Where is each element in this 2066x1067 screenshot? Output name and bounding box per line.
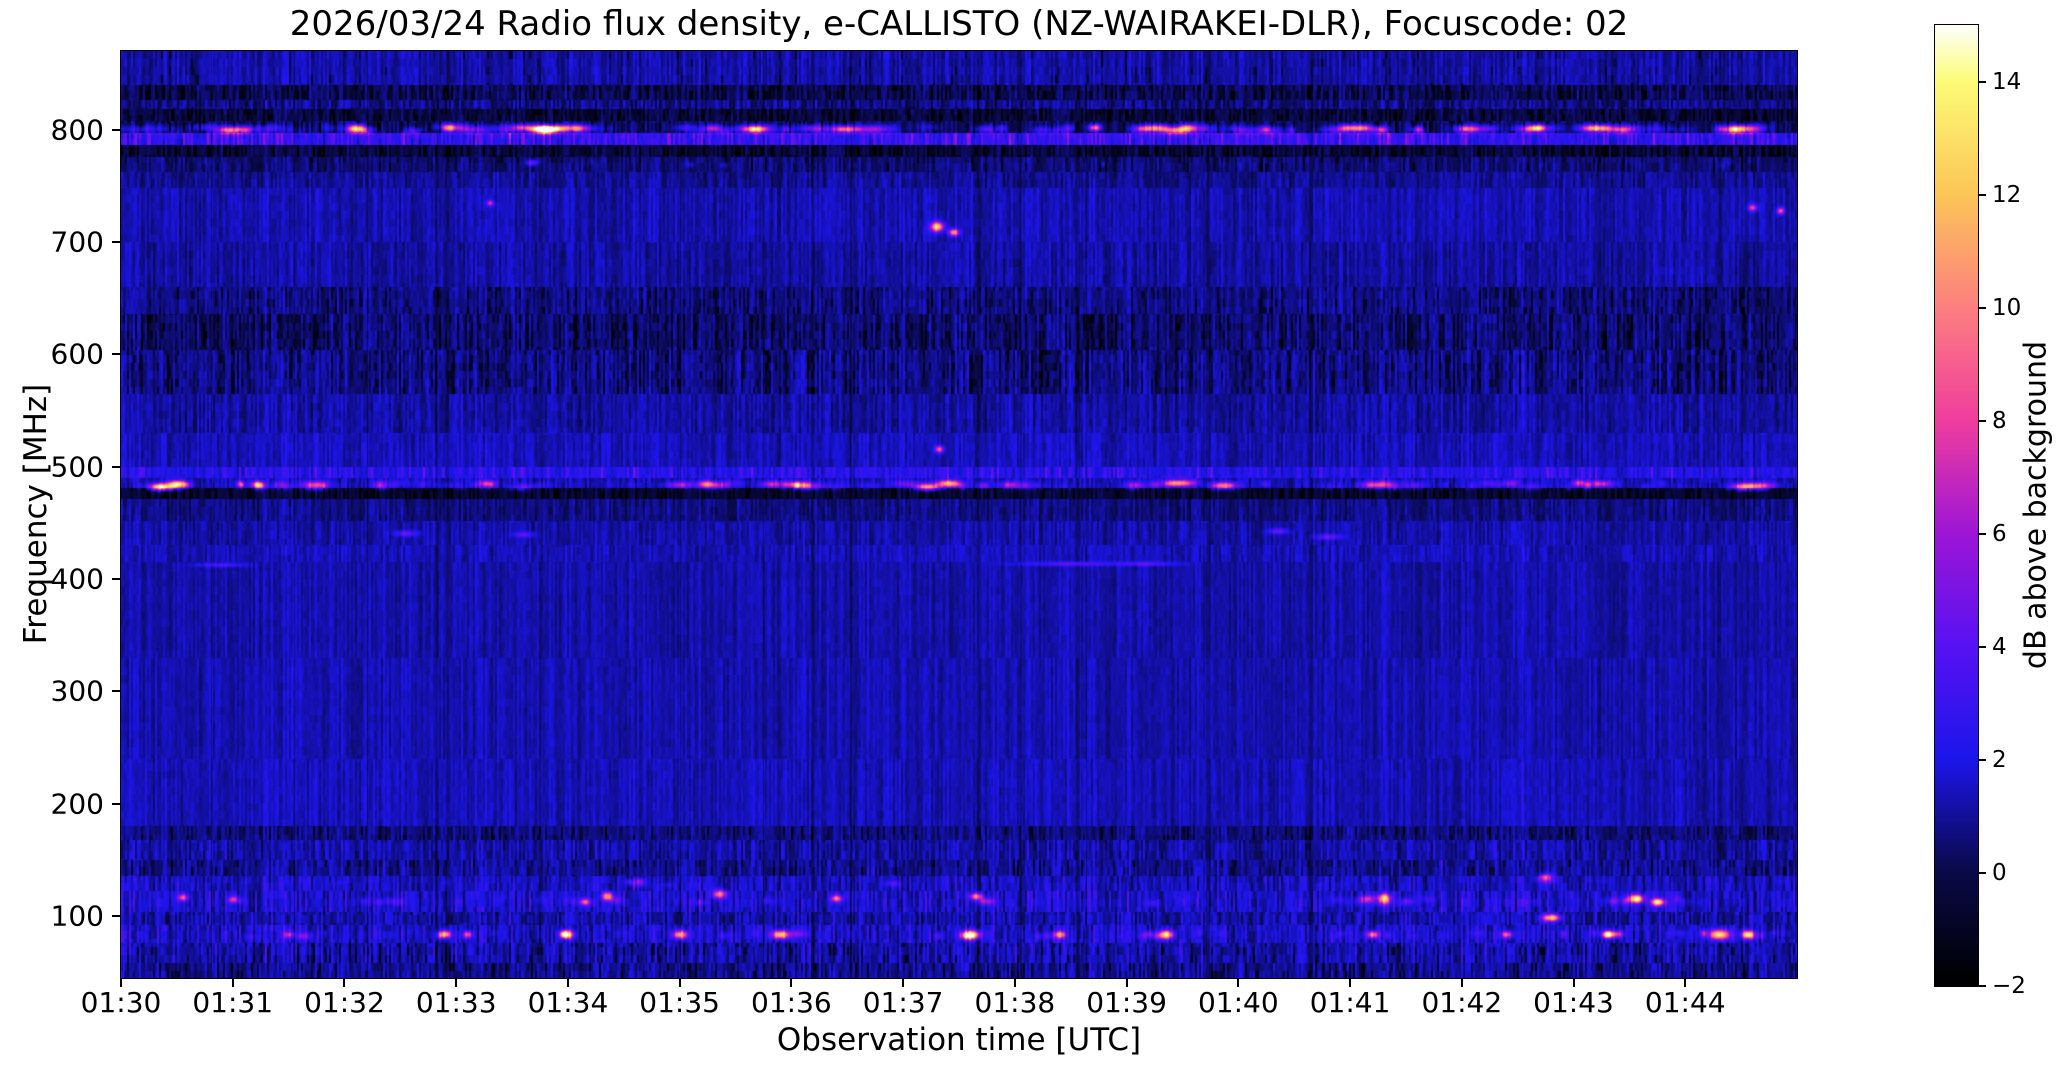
x-tick-label: 01:33 bbox=[415, 986, 497, 1019]
x-tick-label: 01:31 bbox=[192, 986, 274, 1019]
x-tick-mark bbox=[1013, 978, 1016, 987]
x-tick-mark bbox=[790, 978, 793, 987]
colorbar-tick-label: −2 bbox=[1992, 973, 2026, 999]
colorbar-tick-mark bbox=[1978, 193, 1986, 196]
y-tick-mark bbox=[112, 465, 121, 468]
x-tick-label: 01:30 bbox=[80, 986, 162, 1019]
y-tick-label: 400 bbox=[50, 562, 104, 596]
x-tick-mark bbox=[1349, 978, 1352, 987]
chart-title: 2026/03/24 Radio flux density, e-CALLIST… bbox=[289, 4, 1629, 44]
x-tick-label: 01:38 bbox=[974, 986, 1056, 1019]
x-tick-mark bbox=[678, 978, 681, 987]
y-tick-label: 600 bbox=[50, 337, 104, 371]
colorbar-tick-mark bbox=[1978, 419, 1986, 422]
x-tick-label: 01:40 bbox=[1197, 986, 1279, 1019]
colorbar-tick-mark bbox=[1978, 645, 1986, 648]
colorbar-tick-mark bbox=[1978, 871, 1986, 874]
y-tick-mark bbox=[112, 578, 121, 581]
colorbar-label: dB above background bbox=[2018, 340, 2054, 670]
colorbar-tick-label: 12 bbox=[1992, 181, 2022, 208]
x-tick-mark bbox=[1125, 978, 1128, 987]
y-tick-mark bbox=[112, 915, 121, 918]
colorbar-tick-label: 6 bbox=[1992, 520, 2007, 547]
colorbar-tick-mark bbox=[1978, 306, 1986, 309]
y-tick-label: 200 bbox=[50, 787, 104, 821]
y-tick-label: 100 bbox=[50, 899, 104, 933]
y-tick-mark bbox=[112, 241, 121, 244]
y-tick-label: 800 bbox=[50, 113, 104, 147]
y-tick-mark bbox=[112, 690, 121, 693]
x-tick-label: 01:43 bbox=[1533, 986, 1614, 1019]
colorbar-tick-mark bbox=[1978, 985, 1986, 987]
x-tick-label: 01:44 bbox=[1644, 986, 1726, 1019]
x-tick-label: 01:32 bbox=[304, 986, 385, 1019]
colorbar-tick-label: 8 bbox=[1992, 407, 2007, 434]
y-tick-mark bbox=[112, 353, 121, 356]
y-tick-mark bbox=[112, 128, 121, 131]
x-tick-label: 01:41 bbox=[1309, 986, 1391, 1019]
x-axis-label: Observation time [UTC] bbox=[776, 1022, 1142, 1058]
colorbar-tick-mark bbox=[1978, 532, 1986, 535]
colorbar-tick-mark bbox=[1978, 80, 1986, 83]
colorbar-tick-label: 10 bbox=[1992, 294, 2022, 321]
x-tick-mark bbox=[455, 978, 458, 987]
x-tick-label: 01:34 bbox=[527, 986, 609, 1019]
colorbar-tick-label: 0 bbox=[1992, 859, 2007, 886]
colorbar-tick-label: 14 bbox=[1992, 68, 2022, 95]
y-tick-label: 700 bbox=[50, 225, 104, 259]
x-tick-label: 01:42 bbox=[1421, 986, 1503, 1019]
colorbar-tick-label: 2 bbox=[1992, 746, 2007, 773]
x-tick-mark bbox=[120, 978, 122, 987]
y-tick-label: 500 bbox=[50, 450, 104, 484]
x-tick-label: 01:36 bbox=[751, 986, 832, 1019]
colorbar bbox=[1934, 24, 1979, 987]
x-tick-label: 01:35 bbox=[639, 986, 721, 1019]
x-tick-mark bbox=[1237, 978, 1240, 987]
colorbar-tick-label: 4 bbox=[1992, 633, 2007, 660]
x-tick-mark bbox=[1572, 978, 1575, 987]
x-tick-mark bbox=[1684, 978, 1687, 987]
x-tick-label: 01:39 bbox=[1086, 986, 1167, 1019]
y-axis-label: Frequency [MHz] bbox=[18, 383, 54, 645]
spectrogram-heatmap bbox=[120, 50, 1798, 979]
x-tick-mark bbox=[343, 978, 346, 987]
colorbar-tick-mark bbox=[1978, 758, 1986, 761]
x-tick-mark bbox=[566, 978, 569, 987]
y-tick-mark bbox=[112, 802, 121, 805]
x-tick-mark bbox=[231, 978, 234, 987]
y-tick-label: 300 bbox=[50, 674, 104, 708]
x-tick-label: 01:37 bbox=[862, 986, 944, 1019]
x-tick-mark bbox=[1460, 978, 1463, 987]
x-tick-mark bbox=[902, 978, 905, 987]
